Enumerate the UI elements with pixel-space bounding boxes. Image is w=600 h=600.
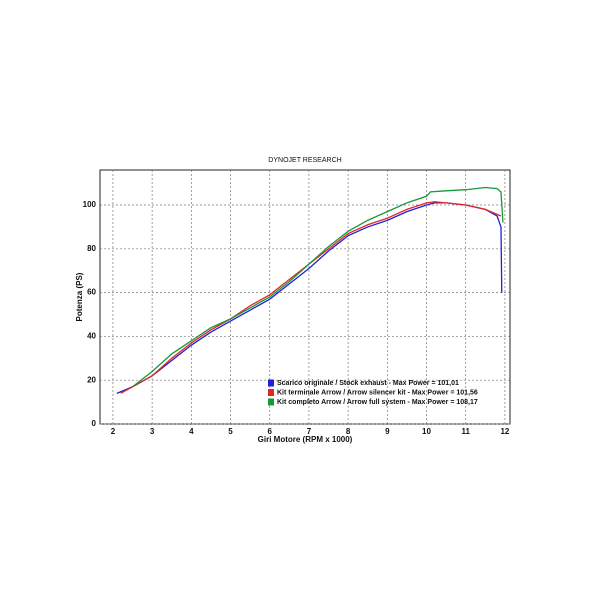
x-tick-label: 2 [111,427,116,436]
y-tick-label: 20 [87,375,96,384]
x-tick-label: 9 [385,427,390,436]
x-tick-label: 10 [422,427,431,436]
x-tick-label: 6 [267,427,272,436]
x-tick-label: 3 [150,427,155,436]
series-line [132,186,504,388]
x-tick-label: 4 [189,427,194,436]
y-axis-label: Potenza (PS) [75,272,84,321]
legend-swatch [268,398,274,406]
series-line [120,201,502,394]
x-tick-label: 8 [346,427,351,436]
x-axis-label: Giri Motore (RPM x 1000) [258,435,353,444]
chart-title: DYNOJET RESEARCH [268,157,341,164]
y-tick-label: 80 [87,244,96,253]
series-line [116,202,503,394]
legend-label: Kit terminale Arrow / Arrow silencer kit… [277,389,478,396]
y-tick-label: 100 [83,200,97,209]
legend-swatch [268,379,274,387]
y-tick-label: 40 [87,332,96,341]
legend-label: Scarico originale / Stock exhaust - Max … [277,380,459,387]
legend-label: Kit completo Arrow / Arrow full system -… [277,399,478,406]
x-tick-label: 12 [500,427,509,436]
x-tick-label: 11 [461,427,470,436]
x-tick-label: 7 [307,427,312,436]
y-tick-label: 60 [87,288,96,297]
legend-swatch [268,389,274,396]
x-tick-label: 5 [228,427,233,436]
y-tick-label: 0 [92,419,97,428]
